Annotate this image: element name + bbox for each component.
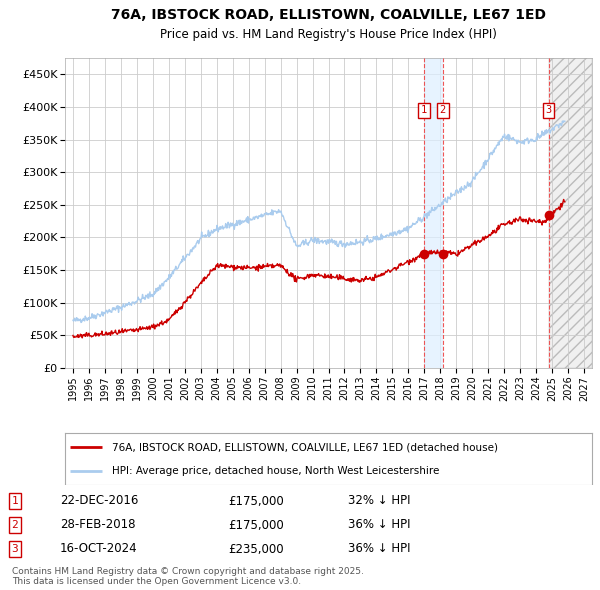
Text: 3: 3 [545,105,552,115]
Text: 3: 3 [11,544,19,554]
Text: £175,000: £175,000 [228,494,284,507]
Text: 1: 1 [421,105,427,115]
Text: £235,000: £235,000 [228,542,284,556]
Bar [549,58,592,368]
Text: HPI: Average price, detached house, North West Leicestershire: HPI: Average price, detached house, Nort… [112,466,440,476]
Text: 1: 1 [11,496,19,506]
Text: 76A, IBSTOCK ROAD, ELLISTOWN, COALVILLE, LE67 1ED: 76A, IBSTOCK ROAD, ELLISTOWN, COALVILLE,… [111,8,546,22]
Text: Contains HM Land Registry data © Crown copyright and database right 2025.
This d: Contains HM Land Registry data © Crown c… [12,567,364,586]
Text: 16-OCT-2024: 16-OCT-2024 [60,542,137,556]
Text: 28-FEB-2018: 28-FEB-2018 [60,519,136,532]
Text: 36% ↓ HPI: 36% ↓ HPI [348,519,410,532]
Text: 2: 2 [440,105,446,115]
Text: 32% ↓ HPI: 32% ↓ HPI [348,494,410,507]
Text: Price paid vs. HM Land Registry's House Price Index (HPI): Price paid vs. HM Land Registry's House … [160,28,497,41]
Text: 76A, IBSTOCK ROAD, ELLISTOWN, COALVILLE, LE67 1ED (detached house): 76A, IBSTOCK ROAD, ELLISTOWN, COALVILLE,… [112,442,499,452]
Text: 36% ↓ HPI: 36% ↓ HPI [348,542,410,556]
Bar [424,58,443,368]
Text: £175,000: £175,000 [228,519,284,532]
Text: 2: 2 [11,520,19,530]
Text: 22-DEC-2016: 22-DEC-2016 [60,494,139,507]
